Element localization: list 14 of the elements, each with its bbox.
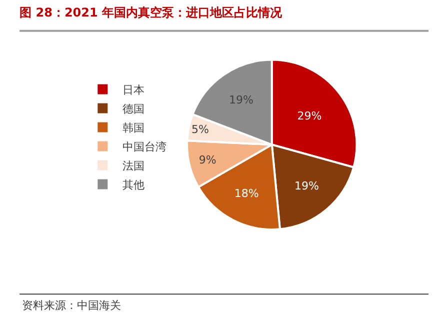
data-label: 5% bbox=[191, 123, 209, 136]
legend-label: 韩国 bbox=[122, 122, 145, 135]
text: 资料来源：中国海关 bbox=[22, 299, 121, 312]
data-label: 19% bbox=[294, 180, 319, 193]
chart-title: 图 28：2021 年国内真空泵：进口地区占比情况 bbox=[20, 6, 284, 20]
data-label: 19% bbox=[228, 94, 254, 107]
data-label: 9% bbox=[198, 154, 216, 167]
legend-label: 法国 bbox=[122, 160, 145, 173]
legend-label: 德国 bbox=[122, 102, 145, 116]
legend-label: 中国台湾 bbox=[122, 140, 167, 154]
legend-label: 其他 bbox=[122, 178, 145, 192]
legend-label: 日本 bbox=[122, 84, 145, 97]
data-label: 29% bbox=[297, 110, 322, 123]
data-label: 18% bbox=[234, 187, 259, 200]
